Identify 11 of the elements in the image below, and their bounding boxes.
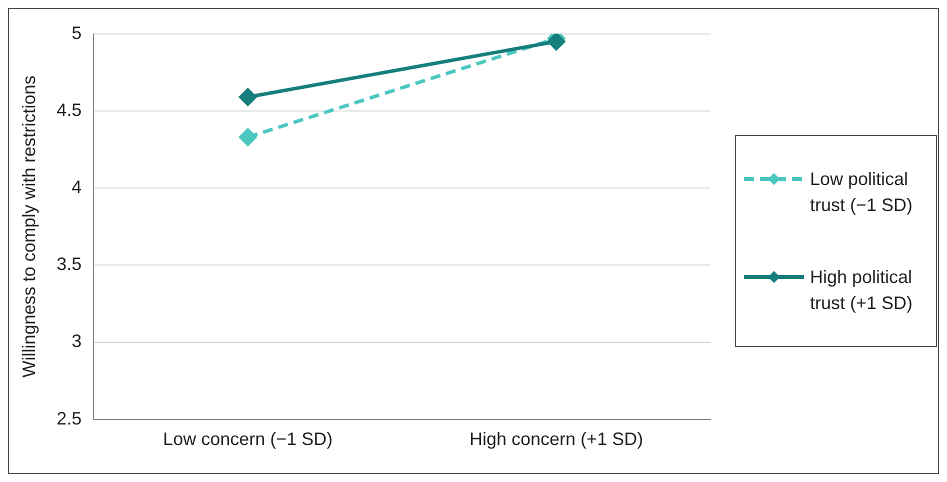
y-tick-label: 3.5	[56, 254, 82, 274]
x-tick-label: Low concern (−1 SD)	[163, 429, 333, 450]
x-tick-label: High concern (+1 SD)	[469, 429, 644, 450]
legend-label: High political trust (+1 SD)	[810, 266, 914, 315]
y-tick-label: 5	[72, 22, 82, 43]
legend-label: Low political trust (−1 SD)	[810, 168, 914, 217]
y-tick-label: 4.5	[56, 100, 82, 120]
y-tick-label: 4	[72, 177, 82, 198]
y-tick-label: 2.5	[56, 408, 82, 428]
y-tick-label: 3	[72, 331, 82, 352]
y-axis-title: Willingness to comply with restrictions	[18, 76, 39, 378]
